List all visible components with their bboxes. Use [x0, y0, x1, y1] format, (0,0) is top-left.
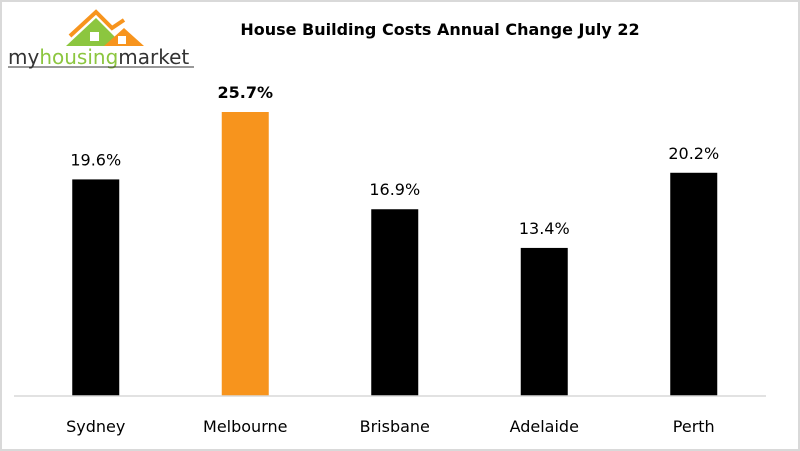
bar-sydney: [72, 179, 120, 396]
x-tick-label: Perth: [673, 417, 715, 436]
svg-text:myhousingmarket: myhousingmarket: [8, 45, 189, 69]
bar-perth: [670, 172, 718, 396]
data-label: 20.2%: [668, 144, 719, 163]
logo: myhousingmarket: [6, 8, 206, 84]
data-label: 16.9%: [369, 180, 420, 199]
x-tick-label: Melbourne: [203, 417, 287, 436]
data-label: 25.7%: [217, 83, 273, 102]
data-label: 13.4%: [519, 219, 570, 238]
data-label: 19.6%: [70, 150, 121, 169]
chart-title: House Building Costs Annual Change July …: [240, 20, 640, 39]
bar-adelaide: [520, 247, 568, 396]
x-tick-label: Sydney: [66, 417, 125, 436]
bar-melbourne: [221, 112, 269, 396]
x-tick-label: Adelaide: [510, 417, 579, 436]
bar-brisbane: [371, 209, 419, 396]
x-tick-label: Brisbane: [360, 417, 430, 436]
